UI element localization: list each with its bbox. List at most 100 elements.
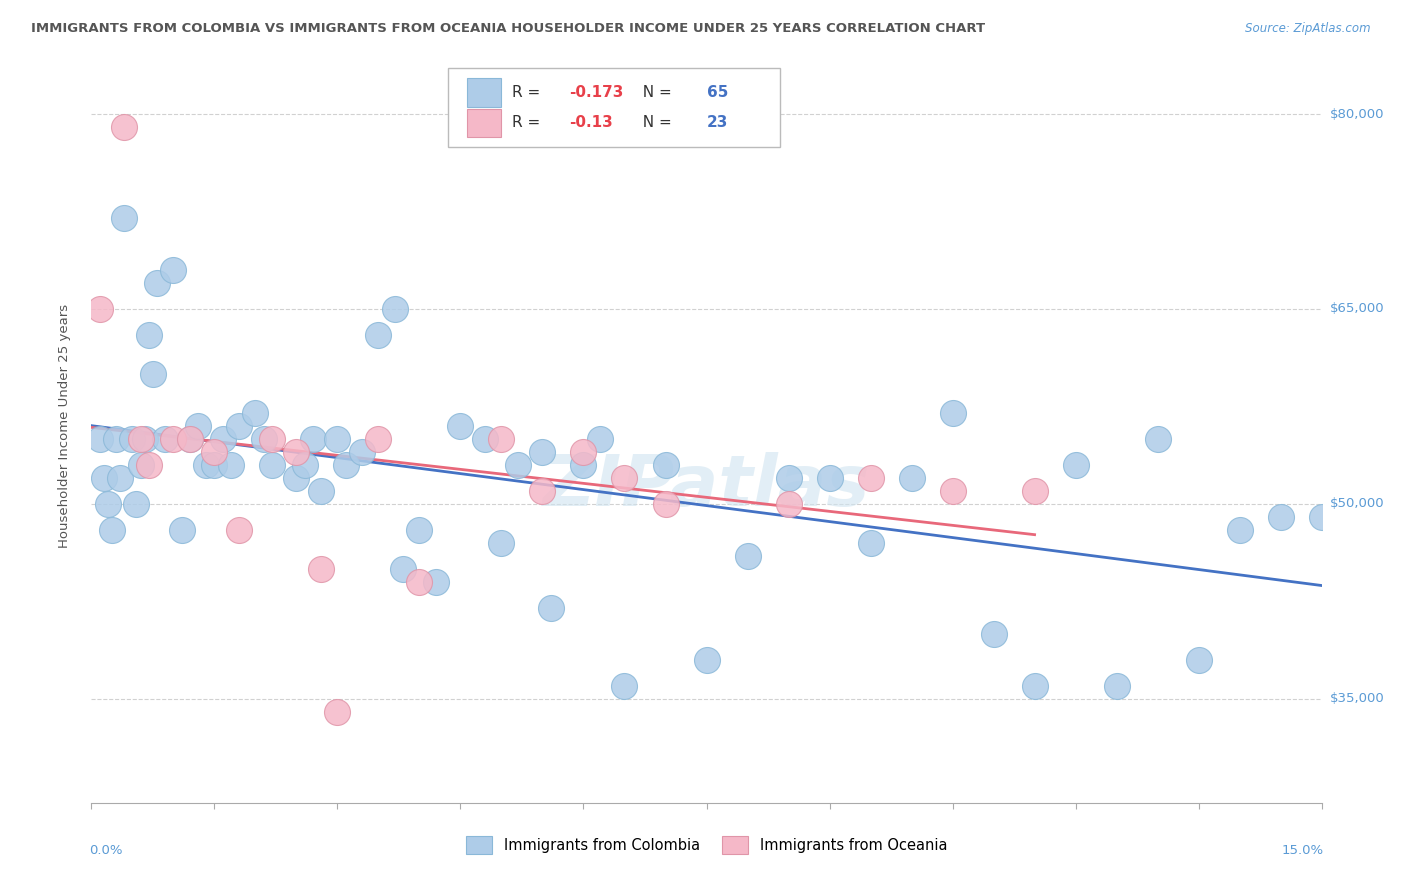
- Point: [654, 497, 676, 511]
- Point: [1024, 483, 1046, 498]
- Point: [778, 497, 800, 511]
- Point: [112, 120, 135, 134]
- Point: [129, 458, 152, 472]
- Point: [900, 471, 922, 485]
- Point: [179, 432, 201, 446]
- Point: [105, 432, 127, 446]
- Point: [202, 458, 225, 472]
- Text: ZIPatlas: ZIPatlas: [543, 451, 870, 521]
- Point: [449, 419, 471, 434]
- Point: [228, 419, 250, 434]
- Point: [153, 432, 177, 446]
- Text: R =: R =: [512, 115, 546, 130]
- Point: [1146, 432, 1168, 446]
- Point: [778, 471, 800, 485]
- Point: [309, 562, 332, 576]
- Point: [121, 432, 143, 446]
- Point: [301, 432, 323, 446]
- Point: [737, 549, 759, 563]
- Text: Source: ZipAtlas.com: Source: ZipAtlas.com: [1246, 22, 1371, 36]
- Point: [506, 458, 529, 472]
- Point: [572, 445, 595, 459]
- Point: [253, 432, 276, 446]
- FancyBboxPatch shape: [467, 109, 501, 137]
- Text: N =: N =: [633, 86, 676, 100]
- Point: [491, 432, 513, 446]
- Point: [350, 445, 373, 459]
- Point: [941, 483, 963, 498]
- Point: [89, 432, 111, 446]
- Point: [219, 458, 242, 472]
- Point: [613, 679, 636, 693]
- Point: [384, 301, 406, 316]
- Point: [1229, 523, 1251, 537]
- Point: [129, 432, 152, 446]
- Point: [285, 445, 308, 459]
- Point: [1310, 509, 1333, 524]
- Text: -0.13: -0.13: [568, 115, 613, 130]
- Legend: Immigrants from Colombia, Immigrants from Oceania: Immigrants from Colombia, Immigrants fro…: [460, 830, 953, 860]
- Point: [138, 458, 160, 472]
- Point: [941, 406, 963, 420]
- Point: [187, 419, 209, 434]
- Point: [134, 432, 156, 446]
- Point: [367, 328, 389, 343]
- Point: [654, 458, 676, 472]
- Point: [531, 483, 554, 498]
- Point: [589, 432, 612, 446]
- Point: [367, 432, 389, 446]
- Point: [260, 458, 283, 472]
- Text: R =: R =: [512, 86, 546, 100]
- Text: -0.173: -0.173: [568, 86, 623, 100]
- Point: [195, 458, 218, 472]
- Text: 23: 23: [706, 115, 728, 130]
- Point: [531, 445, 554, 459]
- Point: [695, 653, 717, 667]
- Y-axis label: Householder Income Under 25 years: Householder Income Under 25 years: [58, 304, 70, 548]
- Point: [125, 497, 148, 511]
- Text: IMMIGRANTS FROM COLOMBIA VS IMMIGRANTS FROM OCEANIA HOUSEHOLDER INCOME UNDER 25 : IMMIGRANTS FROM COLOMBIA VS IMMIGRANTS F…: [31, 22, 986, 36]
- Point: [179, 432, 201, 446]
- Text: 15.0%: 15.0%: [1282, 844, 1324, 857]
- Text: 0.0%: 0.0%: [89, 844, 122, 857]
- Text: 65: 65: [706, 86, 728, 100]
- Point: [326, 705, 349, 719]
- FancyBboxPatch shape: [449, 68, 780, 147]
- Point: [146, 276, 169, 290]
- Point: [491, 536, 513, 550]
- Point: [540, 600, 562, 615]
- Point: [162, 432, 184, 446]
- Point: [859, 536, 882, 550]
- Point: [285, 471, 308, 485]
- FancyBboxPatch shape: [467, 78, 501, 107]
- Point: [1105, 679, 1128, 693]
- Point: [112, 211, 135, 225]
- Point: [89, 301, 111, 316]
- Point: [408, 574, 430, 589]
- Text: $35,000: $35,000: [1330, 692, 1385, 706]
- Point: [260, 432, 283, 446]
- Point: [1270, 509, 1292, 524]
- Text: $50,000: $50,000: [1330, 498, 1385, 510]
- Point: [162, 263, 184, 277]
- Point: [1024, 679, 1046, 693]
- Point: [425, 574, 447, 589]
- Point: [108, 471, 131, 485]
- Point: [93, 471, 115, 485]
- Point: [818, 471, 841, 485]
- Text: $65,000: $65,000: [1330, 302, 1385, 316]
- Point: [309, 483, 332, 498]
- Point: [1187, 653, 1209, 667]
- Point: [202, 445, 225, 459]
- Point: [211, 432, 233, 446]
- Point: [138, 328, 160, 343]
- Point: [859, 471, 882, 485]
- Point: [572, 458, 595, 472]
- Point: [1064, 458, 1087, 472]
- Point: [408, 523, 430, 537]
- Point: [170, 523, 193, 537]
- Text: $80,000: $80,000: [1330, 108, 1385, 120]
- Point: [97, 497, 120, 511]
- Point: [245, 406, 267, 420]
- Point: [335, 458, 357, 472]
